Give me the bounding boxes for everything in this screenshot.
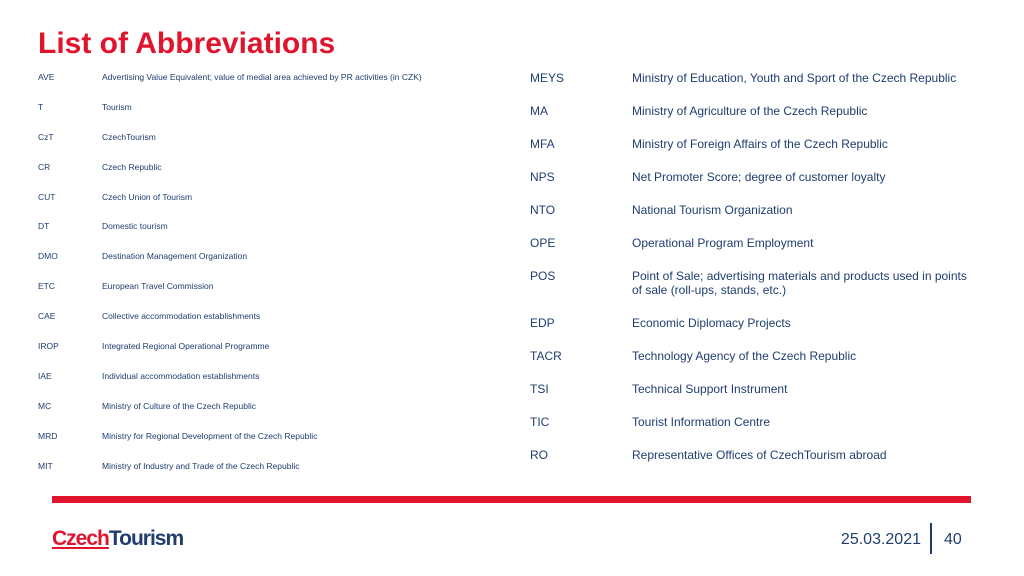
- abbreviation: TIC: [530, 415, 550, 429]
- footer-date: 25.03.2021: [840, 531, 921, 548]
- abbreviation-description: Ministry of Foreign Affairs of the Czech…: [632, 137, 888, 151]
- list-item: OPE Operational Program Employment: [530, 235, 980, 268]
- list-item: CzT CzechTourism: [38, 130, 508, 160]
- list-item: NPS Net Promoter Score; degree of custom…: [530, 169, 980, 202]
- page-number: 40: [944, 531, 962, 548]
- abbreviation-description: Economic Diplomacy Projects: [632, 316, 791, 330]
- abbreviation-description: Ministry of Agriculture of the Czech Rep…: [632, 104, 868, 118]
- abbreviation-description: Destination Management Organization: [102, 251, 248, 262]
- abbreviation: IAE: [38, 370, 52, 381]
- abbreviation: MFA: [530, 137, 555, 151]
- list-item: MC Ministry of Culture of the Czech Repu…: [38, 399, 508, 429]
- abbreviation-description: Point of Sale; advertising materials and…: [632, 269, 967, 297]
- abbreviation: MA: [530, 104, 548, 118]
- list-item: AVE Advertising Value Equivalent; value …: [38, 70, 508, 100]
- list-item: MRD Ministry for Regional Development of…: [38, 429, 508, 459]
- abbreviation: OPE: [530, 236, 556, 250]
- abbreviation: AVE: [38, 72, 55, 82]
- list-item: DMO Destination Management Organization: [38, 249, 508, 279]
- abbreviation: NPS: [530, 170, 555, 184]
- abbreviation-description: CzechTourism: [102, 131, 156, 142]
- list-item: MIT Ministry of Industry and Trade of th…: [38, 459, 508, 489]
- abbreviation-description: Tourism: [102, 101, 132, 112]
- abbreviation-description: Collective accommodation establishments: [102, 311, 261, 322]
- abbreviation: POS: [530, 269, 556, 283]
- list-item: TIC Tourist Information Centre: [530, 414, 980, 447]
- list-item: CUT Czech Union of Tourism: [38, 190, 508, 220]
- abbreviation: CzT: [38, 131, 54, 142]
- abbreviation-description: Ministry of Culture of the Czech Republi…: [102, 400, 257, 411]
- logo-text-czech: Czech: [52, 527, 110, 550]
- czechtourism-logo: CzechTourism: [52, 527, 184, 551]
- list-item: RO Representative Offices of CzechTouris…: [530, 447, 980, 480]
- list-item: IAE Individual accommodation establishme…: [38, 369, 508, 399]
- list-item: MFA Ministry of Foreign Affairs of the C…: [530, 136, 980, 169]
- abbreviation-description: Ministry of Industry and Trade of the Cz…: [102, 460, 300, 471]
- abbreviation: ETC: [38, 281, 55, 292]
- abbreviation: CAE: [38, 311, 56, 322]
- abbreviation-description: Ministry for Regional Development of the…: [102, 430, 318, 441]
- abbreviation: TSI: [530, 382, 549, 396]
- list-item: POS Point of Sale; advertising materials…: [530, 268, 980, 315]
- abbreviation-description: Czech Union of Tourism: [102, 191, 193, 202]
- list-item: DT Domestic tourism: [38, 219, 508, 249]
- footer-divider-bar: [52, 496, 971, 503]
- abbreviation: DMO: [38, 251, 58, 262]
- abbreviation: MEYS: [530, 71, 565, 85]
- abbreviation-description: Technical Support Instrument: [632, 382, 788, 396]
- abbreviation: MC: [38, 400, 52, 411]
- abbreviation: TACR: [530, 349, 562, 363]
- list-item: MEYS Ministry of Education, Youth and Sp…: [530, 70, 980, 103]
- abbreviation: DT: [38, 221, 50, 232]
- abbreviation-list-right: MEYS Ministry of Education, Youth and Sp…: [530, 70, 980, 480]
- abbreviation-description: Czech Republic: [102, 161, 162, 172]
- abbreviation-description: Representative Offices of CzechTourism a…: [632, 448, 887, 462]
- abbreviation-description: Ministry of Education, Youth and Sport o…: [632, 71, 957, 85]
- abbreviation-description: Advertising Value Equivalent; value of m…: [102, 72, 422, 82]
- abbreviation-description: Net Promoter Score; degree of customer l…: [632, 170, 886, 184]
- list-item: IROP Integrated Regional Operational Pro…: [38, 339, 508, 369]
- list-item: T Tourism: [38, 100, 508, 130]
- list-item: TSI Technical Support Instrument: [530, 381, 980, 414]
- abbreviation: MRD: [38, 430, 58, 441]
- abbreviation: CUT: [38, 191, 56, 202]
- abbreviation-list-left: AVE Advertising Value Equivalent; value …: [38, 70, 508, 488]
- abbreviation: RO: [530, 448, 548, 462]
- list-item: TACR Technology Agency of the Czech Repu…: [530, 348, 980, 381]
- abbreviation-description: Individual accommodation establishments: [102, 370, 260, 381]
- abbreviation-description: Operational Program Employment: [632, 236, 814, 250]
- footer-vertical-divider: [930, 523, 932, 554]
- list-item: CAE Collective accommodation establishme…: [38, 309, 508, 339]
- abbreviation-description: European Travel Commission: [102, 281, 214, 292]
- abbreviation: IROP: [38, 341, 59, 352]
- abbreviation: CR: [38, 161, 51, 172]
- abbreviation: EDP: [530, 316, 555, 330]
- list-item: ETC European Travel Commission: [38, 279, 508, 309]
- page-title: List of Abbreviations: [38, 27, 336, 60]
- list-item: NTO National Tourism Organization: [530, 202, 980, 235]
- abbreviation-description: Technology Agency of the Czech Republic: [632, 349, 857, 363]
- abbreviation-description: Integrated Regional Operational Programm…: [102, 341, 270, 352]
- list-item: CR Czech Republic: [38, 160, 508, 190]
- list-item: EDP Economic Diplomacy Projects: [530, 315, 980, 348]
- abbreviation-description: Tourist Information Centre: [632, 415, 771, 429]
- abbreviation: NTO: [530, 203, 556, 217]
- logo-text-tourism: Tourism: [108, 527, 184, 550]
- abbreviation-description: Domestic tourism: [102, 221, 168, 232]
- abbreviation: MIT: [38, 460, 53, 471]
- abbreviation: T: [38, 101, 44, 112]
- abbreviation-description: National Tourism Organization: [632, 203, 793, 217]
- list-item: MA Ministry of Agriculture of the Czech …: [530, 103, 980, 136]
